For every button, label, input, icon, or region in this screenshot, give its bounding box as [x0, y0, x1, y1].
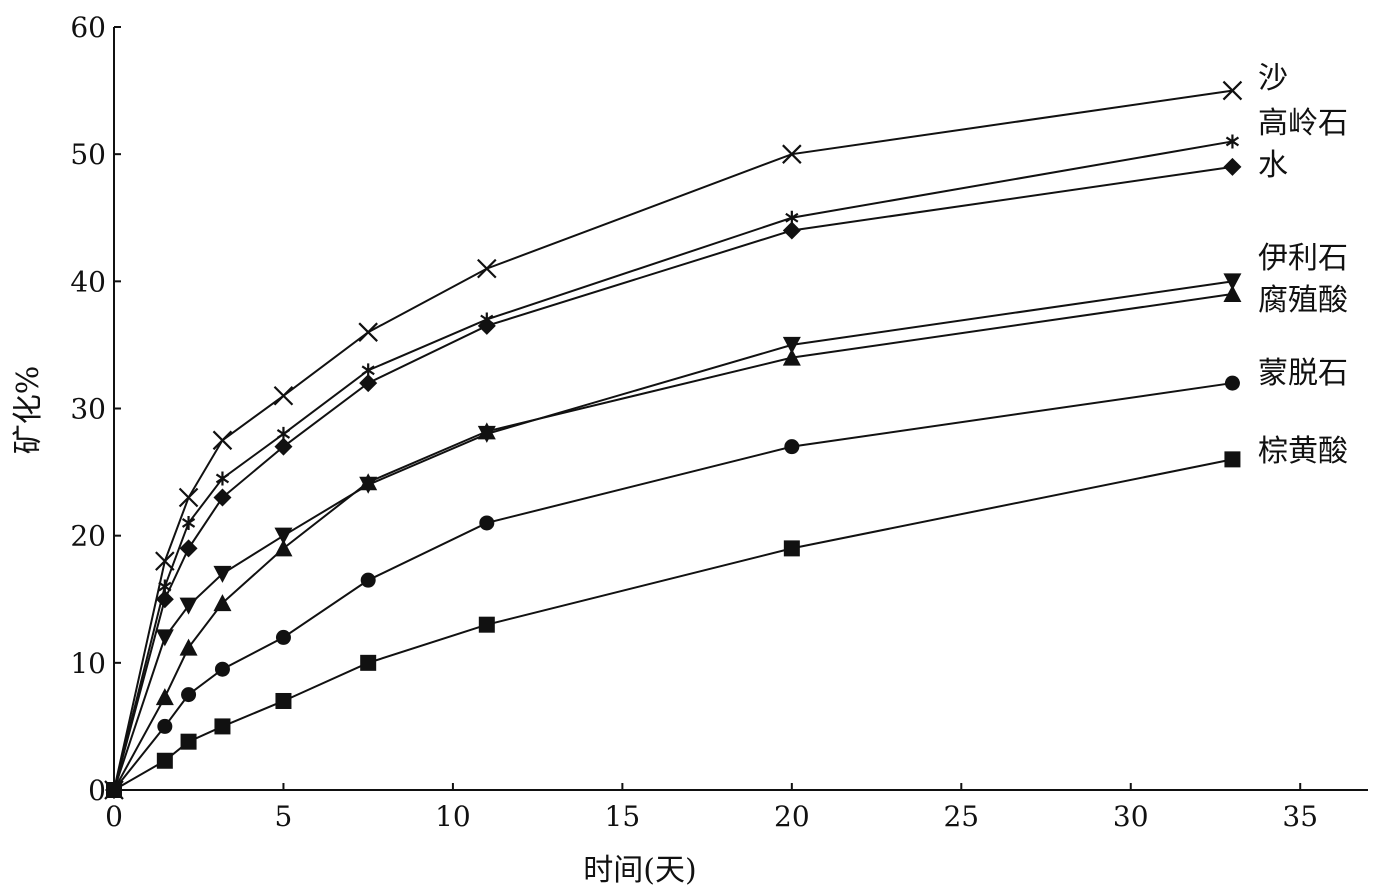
data-point	[156, 752, 173, 769]
data-point	[478, 616, 495, 633]
series-label: 腐殖酸	[1258, 283, 1348, 318]
series-layer	[104, 80, 1243, 800]
data-point	[155, 688, 174, 706]
series-line	[113, 140, 1233, 791]
data-point	[359, 374, 378, 393]
series-3	[105, 273, 1242, 799]
data-point	[359, 473, 378, 491]
data-point	[215, 471, 230, 486]
data-point	[179, 638, 198, 656]
data-point	[1222, 80, 1243, 101]
data-point	[784, 439, 800, 455]
y-tick-label: 20	[70, 520, 106, 553]
y-ticks: 0 10 20 30 40 50 60	[70, 11, 121, 807]
series-label: 水	[1258, 148, 1288, 183]
data-point	[179, 597, 198, 615]
data-point	[213, 594, 232, 612]
x-tick-label: 25	[943, 800, 979, 833]
data-point	[155, 551, 175, 571]
data-point	[360, 572, 376, 588]
x-tick-label: 0	[105, 800, 123, 833]
data-point	[358, 322, 378, 342]
x-tick-label: 20	[774, 800, 810, 833]
data-point	[213, 488, 232, 507]
data-point	[214, 661, 230, 677]
data-point	[783, 540, 800, 557]
data-point	[1225, 134, 1240, 149]
data-point	[155, 590, 174, 609]
y-tick-label: 0	[88, 774, 106, 807]
x-tick-label: 10	[435, 800, 471, 833]
data-point	[180, 733, 197, 750]
data-point	[214, 718, 231, 735]
data-point	[106, 782, 122, 798]
data-point	[782, 144, 802, 164]
data-point	[273, 386, 294, 406]
series-label: 伊利石	[1258, 241, 1348, 276]
series-label: 蒙脱石	[1258, 356, 1348, 391]
data-point	[181, 515, 196, 530]
data-point	[782, 221, 801, 240]
data-point	[155, 629, 174, 647]
data-point	[1223, 285, 1242, 303]
y-tick-label: 50	[70, 138, 106, 171]
series-6	[106, 451, 1241, 798]
data-point	[212, 430, 233, 451]
y-tick-label: 30	[70, 393, 106, 426]
x-tick-label: 5	[275, 800, 293, 833]
series-1	[107, 134, 1240, 797]
data-point	[1223, 273, 1242, 291]
y-tick-label: 60	[70, 11, 106, 44]
axes	[113, 27, 1368, 791]
data-point	[1224, 375, 1240, 391]
data-point	[360, 654, 377, 671]
series-2	[105, 157, 1242, 799]
x-tick-label: 35	[1282, 800, 1318, 833]
data-point	[275, 629, 291, 645]
series-label: 棕黄酸	[1258, 434, 1348, 469]
x-tick-label: 30	[1113, 800, 1149, 833]
series-line	[113, 293, 1233, 791]
data-point	[1224, 451, 1241, 468]
y-axis-title: 矿化%	[11, 366, 46, 455]
series-line	[113, 458, 1233, 791]
data-point	[274, 437, 293, 456]
y-tick-label: 40	[70, 265, 106, 298]
data-point	[179, 539, 198, 558]
data-point	[274, 527, 293, 545]
data-point	[782, 348, 801, 366]
data-point	[477, 422, 496, 440]
data-point	[275, 692, 292, 709]
data-point	[479, 515, 495, 531]
data-point	[178, 487, 199, 508]
series-4	[105, 285, 1242, 798]
x-ticks: 0 5 10 15 20 25 30 35	[105, 783, 1318, 833]
x-axis-title: 时间(天)	[583, 853, 696, 888]
data-point	[782, 336, 801, 354]
data-point	[157, 718, 173, 734]
data-point	[477, 316, 496, 335]
y-tick-label: 10	[70, 647, 106, 680]
data-point	[213, 565, 232, 583]
data-point	[181, 687, 197, 703]
x-tick-label: 15	[605, 800, 641, 833]
data-point	[1223, 157, 1242, 176]
series-label: 高岭石	[1258, 106, 1348, 141]
series-label: 沙	[1258, 61, 1288, 96]
data-point	[477, 258, 497, 279]
data-point	[274, 539, 293, 557]
